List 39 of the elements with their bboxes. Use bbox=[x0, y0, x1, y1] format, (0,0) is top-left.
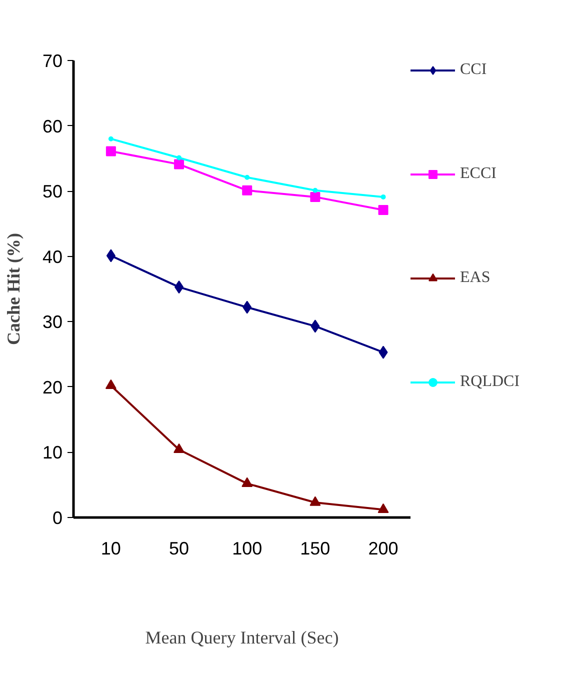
point bbox=[105, 379, 116, 390]
point bbox=[242, 477, 253, 487]
point bbox=[378, 346, 388, 359]
point bbox=[378, 205, 388, 216]
legend-label: CCI bbox=[460, 61, 487, 79]
point bbox=[108, 136, 114, 142]
x-tick-label: 50 bbox=[169, 538, 190, 558]
point bbox=[242, 300, 252, 314]
point bbox=[176, 155, 182, 160]
point bbox=[242, 185, 252, 196]
y-tick-label: 10 bbox=[42, 442, 63, 463]
x-tick-label: 150 bbox=[300, 538, 330, 558]
point bbox=[310, 320, 320, 333]
point bbox=[174, 159, 184, 170]
y-tick-label: 70 bbox=[42, 51, 63, 71]
legend-label: RQLDCI bbox=[460, 373, 520, 391]
y-tick-label: 0 bbox=[52, 508, 63, 528]
y-tick-label: 50 bbox=[42, 182, 63, 202]
y-tick-label: 20 bbox=[42, 377, 63, 398]
legend-label: EAS bbox=[460, 269, 490, 287]
point bbox=[378, 503, 389, 514]
point bbox=[106, 249, 116, 262]
point bbox=[380, 194, 386, 200]
legend-label: ECCI bbox=[460, 165, 496, 183]
point bbox=[174, 280, 184, 294]
x-axis-title: Mean Query Interval (Sec) bbox=[145, 628, 339, 648]
point bbox=[310, 496, 321, 506]
x-tick-label: 200 bbox=[368, 538, 398, 558]
point bbox=[312, 188, 318, 193]
point bbox=[310, 192, 320, 202]
y-tick-label: 40 bbox=[42, 246, 63, 267]
point bbox=[106, 146, 116, 156]
x-tick-label: 10 bbox=[100, 538, 121, 558]
point bbox=[174, 443, 185, 453]
y-tick-label: 30 bbox=[42, 312, 63, 332]
x-tick-label: 100 bbox=[232, 538, 262, 558]
y-tick-label: 60 bbox=[42, 116, 63, 136]
point bbox=[244, 174, 250, 180]
y-axis-title: Cache Hit (%) bbox=[3, 233, 24, 345]
